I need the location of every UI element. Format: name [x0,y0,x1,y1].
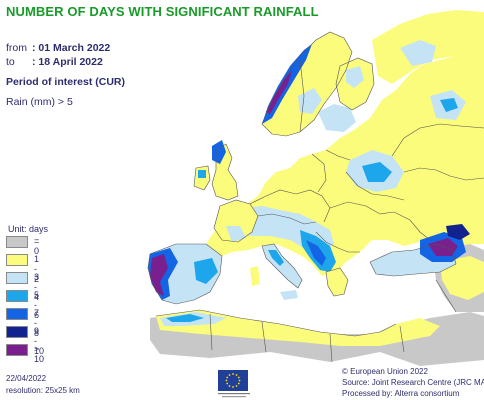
legend-label: 9 - 10 [34,326,45,356]
france-wet [226,226,246,242]
from-date: : 01 March 2022 [32,42,111,54]
issue-date: 22/04/2022 [6,374,47,383]
balkan-vwet [306,240,326,266]
legend-title: Unit: days [8,224,49,234]
legend-swatch [6,308,28,320]
finland-wet [346,66,364,88]
north-africa-rain [156,310,440,346]
eastern-wet2 [362,162,392,182]
legend-swatch [6,326,28,338]
legend-swatch [6,344,28,356]
legend-swatch [6,254,28,266]
legend-swatch [6,272,28,284]
sardinia [250,266,260,286]
legend-label: 3 - 4 [34,272,40,302]
france [214,200,258,242]
baltic-wet [318,104,356,132]
from-label: from [6,42,27,54]
legend-label: 1 - 2 [34,254,40,284]
source: Source: Joint Research Centre (JRC MARS4… [342,378,484,387]
legend-label: > 10 [34,344,45,364]
norway-coast-vwet [266,70,292,114]
legend-label: 7 - 8 [34,308,40,338]
scandinavia [262,32,352,136]
legend-label: 5 - 6 [34,290,40,320]
anatolia-vwet [428,238,458,256]
copyright: © European Union 2022 [342,367,428,376]
legend-swatch [6,290,28,302]
sicily [280,290,298,300]
to-label: to [6,56,15,68]
rain-threshold: Rain (mm) > 5 [6,96,73,108]
eu-flag-icon [218,370,248,391]
map-title: NUMBER OF DAYS WITH SIGNIFICANT RAINFALL [6,4,319,19]
iberia-vwet [150,254,168,296]
processed-by: Processed by: Alterra consortium [342,389,460,398]
european-commission-logo [218,393,250,398]
ireland-wet [198,170,206,178]
legend-label: = 0 [34,236,40,256]
north-africa-wet2 [166,314,204,322]
iberia-east [194,258,218,284]
russia-wet [400,40,436,66]
to-date: : 18 April 2022 [32,56,103,68]
resolution: resolution: 25x25 km [6,386,80,395]
legend-swatch [6,236,28,248]
period-of-interest: Period of interest (CUR) [6,76,126,88]
middle-east-rain [440,256,484,300]
caucasus-wet [446,224,470,240]
italy-wet [268,250,284,266]
greece [326,268,348,296]
russia-wet3 [440,98,458,112]
country-borders [147,31,484,363]
